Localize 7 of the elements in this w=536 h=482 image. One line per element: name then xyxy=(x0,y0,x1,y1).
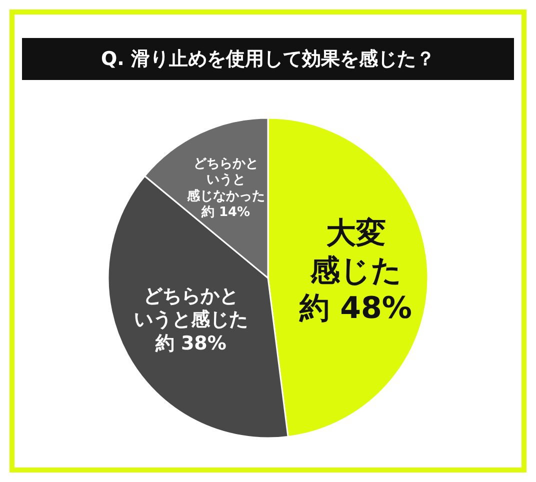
slice-label: 大変感じた xyxy=(308,216,402,289)
data-label: 約 38% xyxy=(154,332,226,354)
slice-label: どちらかというと感じなかった xyxy=(186,156,265,204)
data-label: 約 14% xyxy=(200,205,250,220)
data-label: 約 48% xyxy=(298,291,412,326)
slice-label: どちらかというと感じた xyxy=(134,284,248,331)
chart-title: Q. 滑り止めを使用して効果を感じた？ xyxy=(101,48,435,70)
